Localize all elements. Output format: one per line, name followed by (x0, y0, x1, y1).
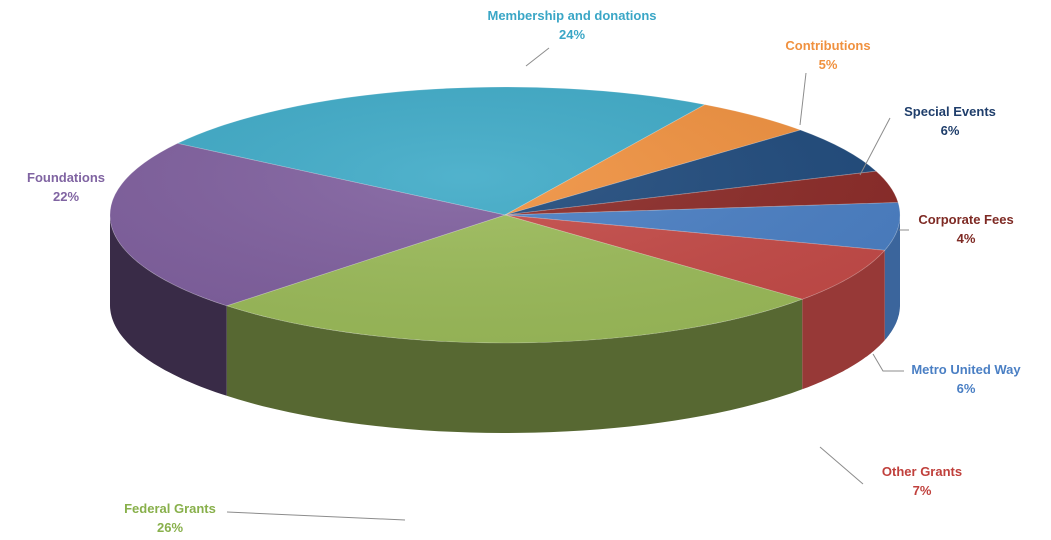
label-name-contributions: Contributions (785, 38, 870, 53)
label-name-other-grants: Other Grants (882, 464, 962, 479)
label-value-metro-united-way: 6% (957, 381, 976, 396)
leader-line-contributions (799, 72, 807, 126)
side-federal-grants (226, 299, 803, 433)
label-value-federal-grants: 26% (157, 520, 183, 535)
slice-labels: Membership and donations 24% Contributions… (27, 8, 1021, 535)
leader-line-special-events (859, 117, 891, 176)
label-name-federal-grants: Federal Grants (124, 501, 216, 516)
label-value-special-events: 6% (941, 123, 960, 138)
label-name-metro-united-way: Metro United Way (911, 362, 1021, 377)
leader-lines (226, 47, 909, 521)
leader-line-other-grants (819, 446, 864, 485)
label-name-membership-and-donations: Membership and donations (487, 8, 656, 23)
label-name-special-events: Special Events (904, 104, 996, 119)
label-value-corporate-fees: 4% (957, 231, 976, 246)
pie-top-faces (109, 86, 901, 344)
leader-line-metro-united-way (872, 353, 904, 372)
label-value-contributions: 5% (819, 57, 838, 72)
leader-line-membership-and-donations (525, 47, 550, 67)
label-value-membership-and-donations: 24% (559, 27, 585, 42)
label-name-corporate-fees: Corporate Fees (918, 212, 1013, 227)
label-value-other-grants: 7% (913, 483, 932, 498)
label-name-foundations: Foundations (27, 170, 105, 185)
label-value-foundations: 22% (53, 189, 79, 204)
leader-line-federal-grants (226, 511, 406, 521)
